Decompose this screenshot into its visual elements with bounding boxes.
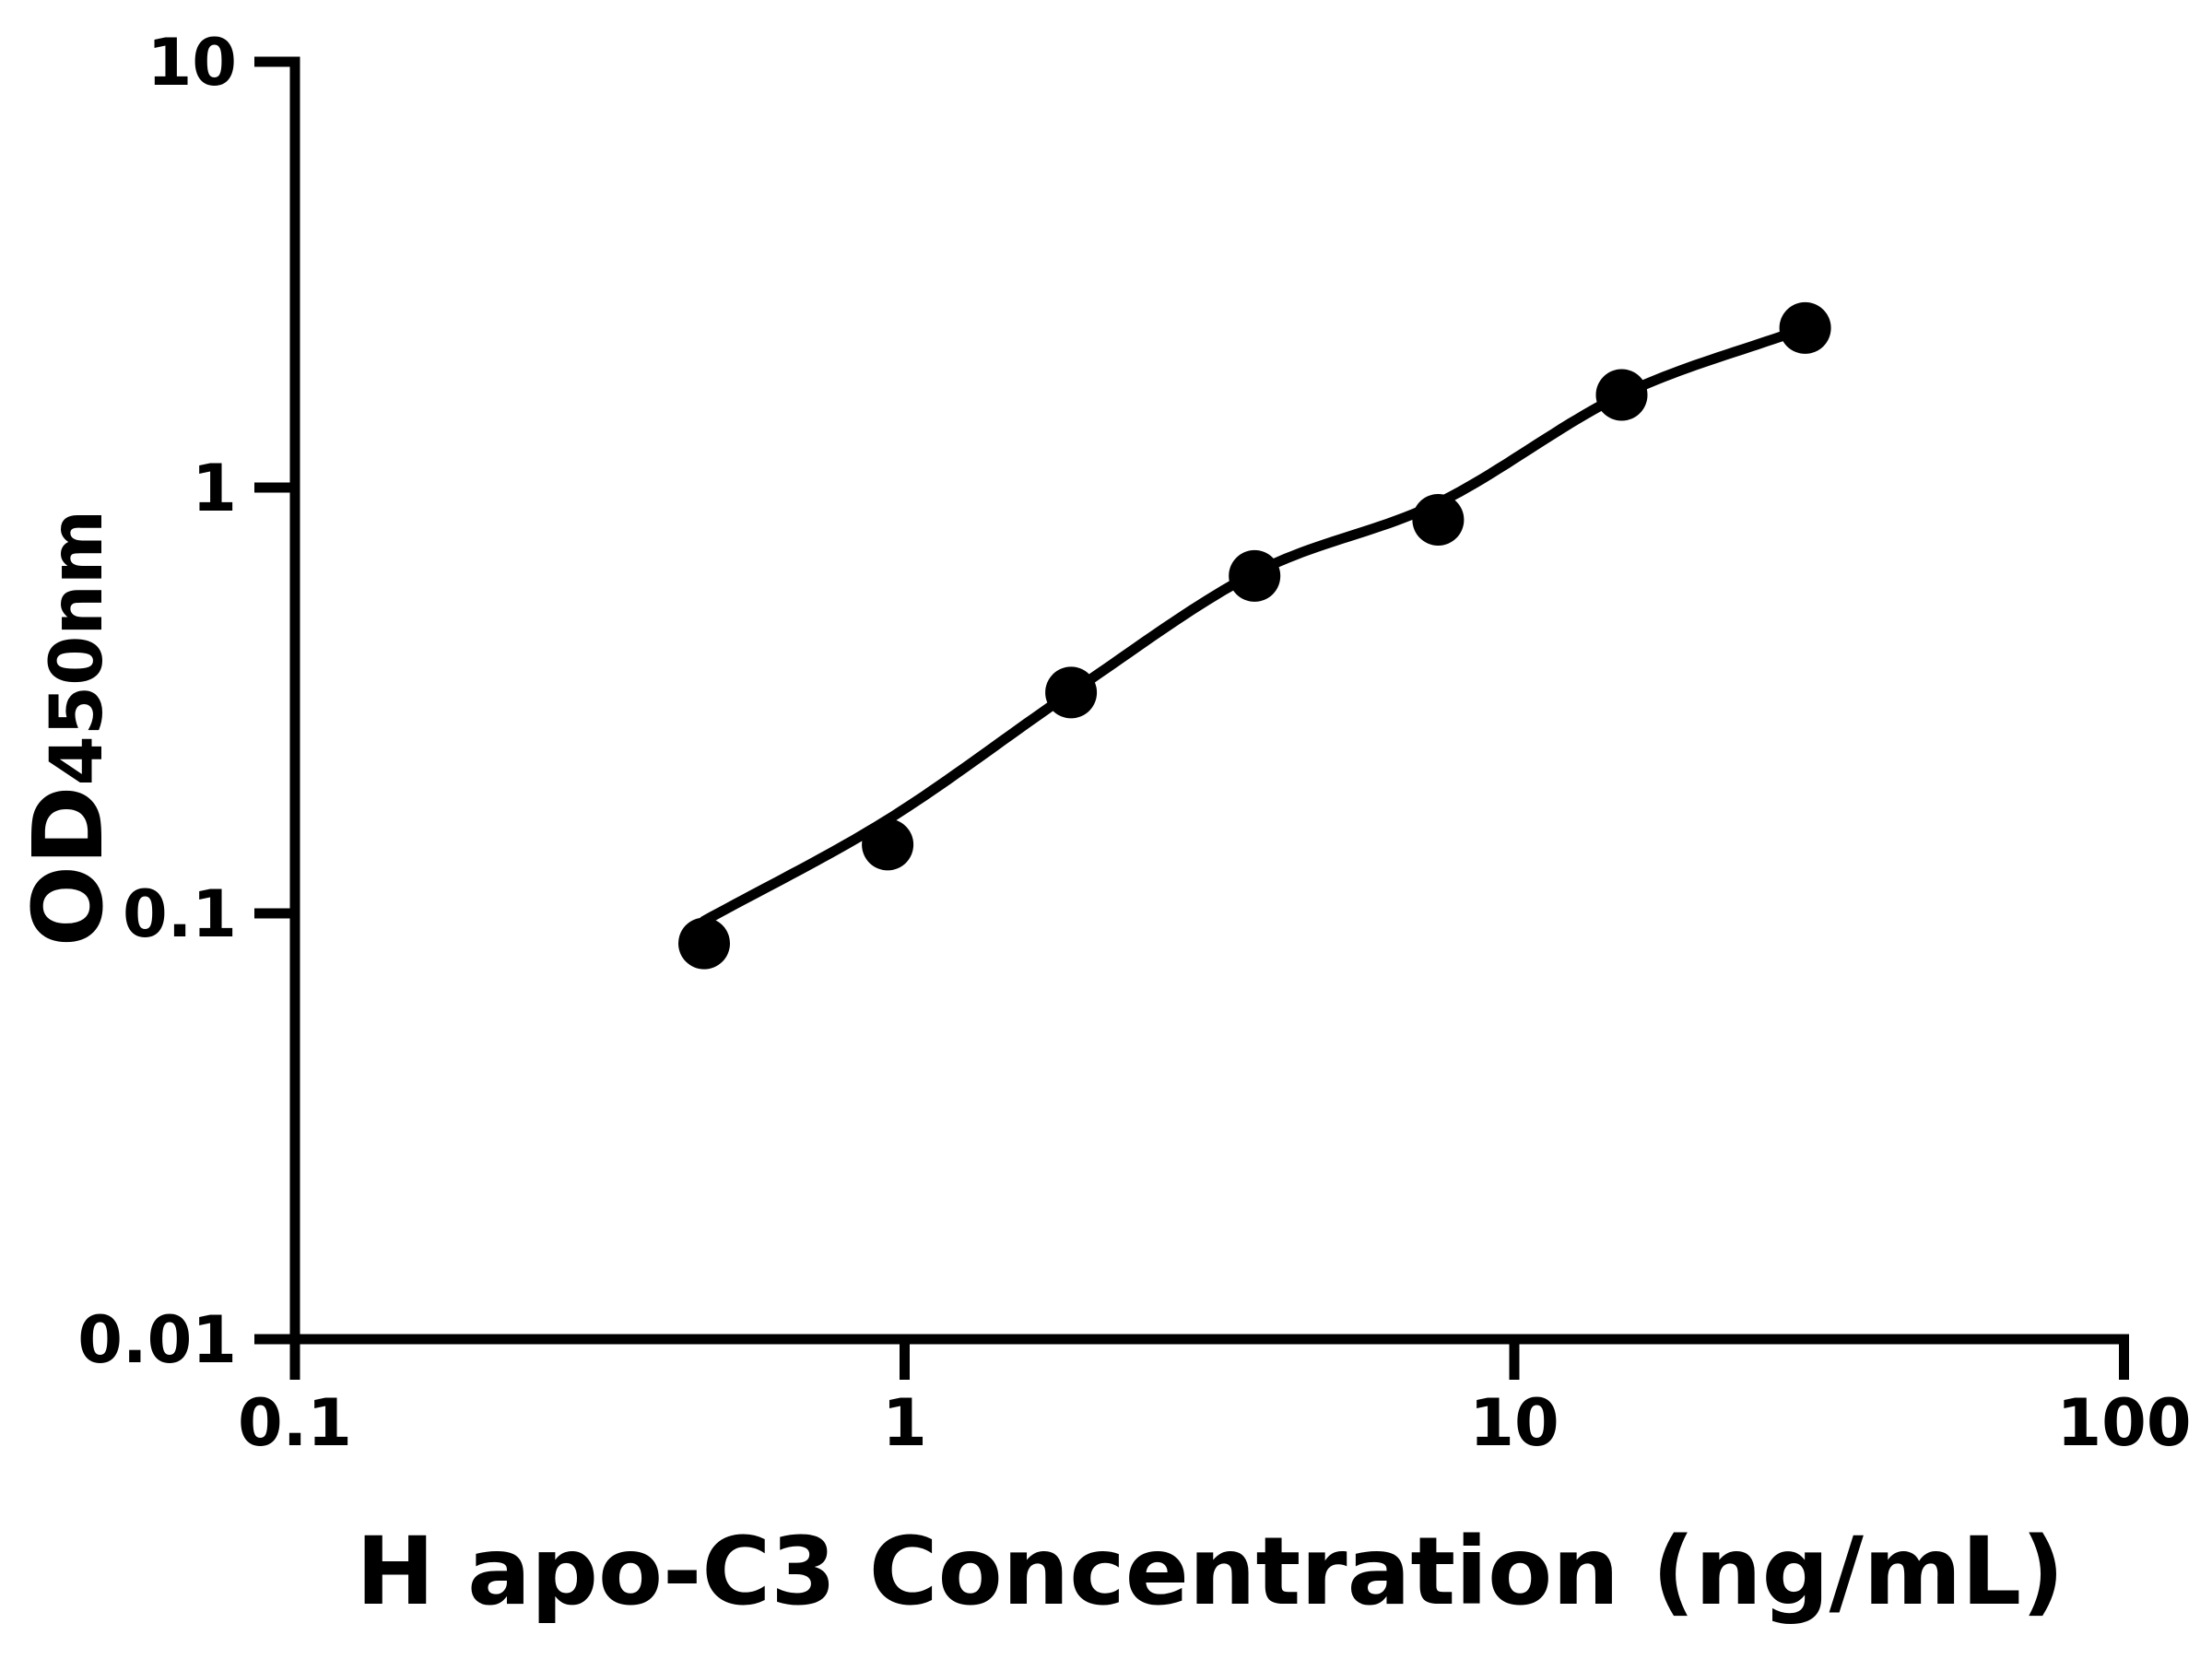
x-tick-label: 1 — [882, 1385, 927, 1461]
x-tick-label: 100 — [2056, 1385, 2191, 1461]
data-point — [1412, 494, 1465, 546]
x-axis-title: H apo-C3 Concentration (ng/mL) — [356, 1517, 2064, 1627]
data-point — [1045, 666, 1098, 719]
y-tick-label: 10 — [147, 25, 237, 100]
x-tick-label: 10 — [1469, 1385, 1559, 1461]
data-point — [1779, 301, 1831, 354]
data-point — [1229, 549, 1281, 602]
data-point — [862, 818, 914, 871]
y-axis-title-main: OD — [12, 785, 124, 947]
y-axis-title-subscript: 450nm — [36, 510, 119, 786]
y-tick-label: 0.01 — [77, 1302, 237, 1378]
y-tick-label: 0.1 — [123, 877, 237, 952]
data-point — [678, 917, 730, 970]
y-axis-title: OD450nm — [12, 510, 124, 947]
data-point — [1595, 369, 1648, 421]
x-tick-label: 0.1 — [238, 1385, 352, 1461]
y-tick-label: 1 — [192, 451, 237, 526]
axes — [254, 56, 2129, 1380]
plot-area — [678, 301, 1831, 970]
